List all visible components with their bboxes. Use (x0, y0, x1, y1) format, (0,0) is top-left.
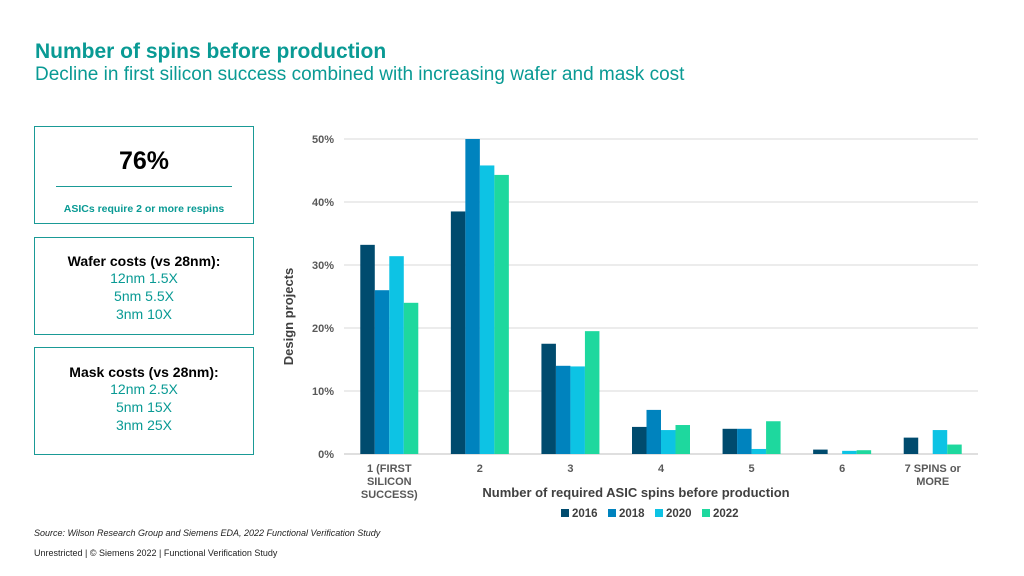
x-tick-label: SILICON (367, 476, 412, 488)
x-axis-title: Number of required ASIC spins before pro… (482, 485, 789, 500)
x-tick-label: 1 (FIRST (367, 463, 412, 475)
legend-label: 2020 (666, 508, 692, 520)
x-tick-label: 4 (658, 463, 665, 475)
mask-cost-line: 12nm 2.5X (110, 381, 178, 397)
legend-label: 2016 (572, 508, 598, 520)
bar-2020 (751, 448, 767, 454)
legend-label: 2022 (713, 508, 739, 520)
wafer-cost-heading: Wafer costs (vs 28nm): (67, 253, 221, 269)
page-subtitle: Decline in first silicon success combine… (35, 64, 685, 85)
respin-caption: ASICs require 2 or more respins (63, 203, 225, 215)
bar-2018 (555, 365, 571, 454)
bar-2016 (450, 211, 466, 454)
y-tick-label: 20% (312, 323, 334, 335)
bar-2018 (737, 428, 752, 454)
respin-percentage: 76% (118, 147, 170, 175)
wafer-cost-line: 3nm 10X (115, 306, 173, 322)
stat-divider (56, 186, 232, 187)
page-title: Number of spins before production (35, 40, 387, 63)
bar-2022 (856, 450, 872, 454)
bar-2016 (360, 244, 375, 454)
mask-cost-line: 3nm 25X (115, 417, 173, 433)
wafer-cost-box: Wafer costs (vs 28nm): 12nm 1.5X 5nm 5.5… (34, 237, 254, 335)
legend-swatch-2016 (561, 509, 569, 517)
y-axis-title: Design projects (281, 268, 296, 366)
y-tick-label: 40% (312, 197, 334, 209)
bar-2022 (947, 444, 962, 454)
respin-stat-box: 76% ASICs require 2 or more respins (34, 126, 254, 224)
bar-2020 (570, 366, 585, 454)
footer-text: Unrestricted | © Siemens 2022 | Function… (34, 548, 278, 558)
y-tick-label: 0% (318, 449, 334, 461)
x-tick-label: 5 (749, 463, 755, 475)
mask-cost-line: 5nm 15X (115, 399, 173, 415)
bar-2022 (494, 174, 509, 454)
bar-2018 (465, 139, 480, 454)
bar-2020 (389, 256, 404, 454)
legend-swatch-2022 (702, 509, 710, 517)
bar-2016 (632, 426, 647, 454)
x-tick-label: 7 SPINS or (905, 463, 962, 475)
wafer-cost-line: 12nm 1.5X (110, 270, 178, 286)
source-note: Source: Wilson Research Group and Siemen… (34, 528, 381, 538)
bar-2016 (813, 449, 828, 454)
bar-2022 (766, 421, 781, 454)
y-tick-label: 10% (312, 386, 334, 398)
legend-swatch-2020 (655, 509, 663, 517)
legend-swatch-2018 (608, 509, 616, 517)
bar-2016 (722, 428, 738, 454)
bar-2022 (675, 425, 690, 454)
x-tick-label: 2 (477, 463, 483, 475)
mask-cost-heading: Mask costs (vs 28nm): (69, 364, 219, 380)
x-tick-label: 3 (567, 463, 573, 475)
bar-2020 (661, 430, 676, 454)
wafer-cost-line: 5nm 5.5X (114, 288, 174, 304)
x-tick-label: SUCCESS) (361, 489, 418, 501)
bar-2020 (842, 450, 857, 454)
x-tick-label: 6 (839, 463, 845, 475)
bar-2018 (374, 290, 390, 454)
bar-2022 (584, 331, 600, 454)
bar-2018 (646, 409, 661, 454)
y-tick-label: 50% (312, 134, 334, 146)
mask-cost-box: Mask costs (vs 28nm): 12nm 2.5X 5nm 15X … (34, 347, 254, 455)
bar-2020 (479, 165, 495, 454)
x-tick-label: MORE (916, 476, 949, 488)
y-tick-label: 30% (312, 260, 334, 272)
bar-2020 (932, 430, 948, 454)
bar-2022 (403, 302, 419, 454)
legend-label: 2018 (619, 508, 645, 520)
bar-2016 (903, 437, 919, 454)
bar-2016 (541, 343, 556, 454)
